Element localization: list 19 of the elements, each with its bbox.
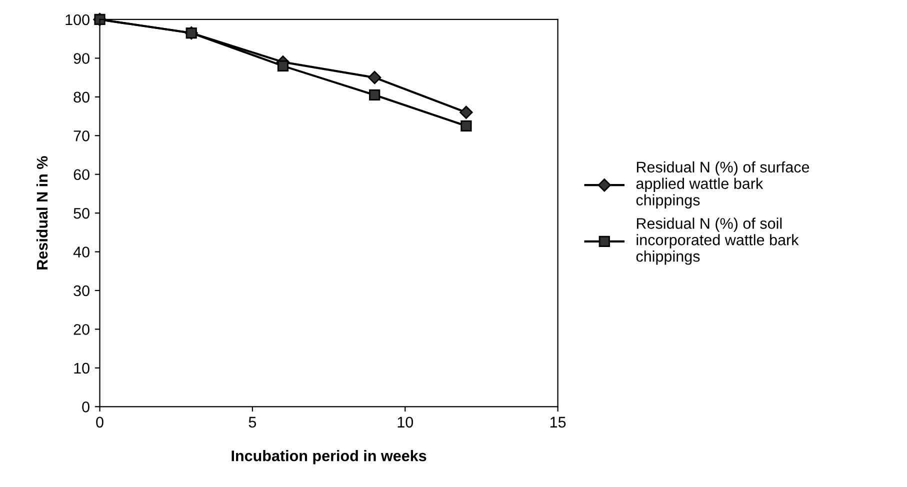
y-tick-label: 0 bbox=[82, 402, 90, 412]
x-tick-label: 5 bbox=[248, 416, 256, 428]
y-tick-label: 100 bbox=[66, 14, 90, 26]
legend-label: Residual N (%) of soil incorporated wattle bark chippings bbox=[636, 218, 799, 265]
y-axis-title: Residual N in % bbox=[36, 156, 48, 270]
y-tick-label: 30 bbox=[74, 285, 90, 296]
legend-label: Residual N (%) of surface applied wattle bark chippings bbox=[636, 161, 810, 208]
y-tick-label: 90 bbox=[74, 53, 90, 64]
y-tick-label: 40 bbox=[73, 246, 90, 258]
x-tick-label: 0 bbox=[96, 416, 104, 428]
y-tick-label: 10 bbox=[74, 362, 90, 374]
x-axis-title: Incubation period in weeks bbox=[232, 450, 426, 464]
x-tick-label: 15 bbox=[550, 416, 566, 428]
y-tick-label: 60 bbox=[74, 169, 90, 180]
y-tick-label: 50 bbox=[74, 208, 90, 219]
x-tick-label: 10 bbox=[398, 416, 414, 428]
y-tick-label: 70 bbox=[74, 130, 90, 142]
y-tick-label: 20 bbox=[74, 324, 90, 335]
y-tick-label: 80 bbox=[74, 92, 90, 103]
